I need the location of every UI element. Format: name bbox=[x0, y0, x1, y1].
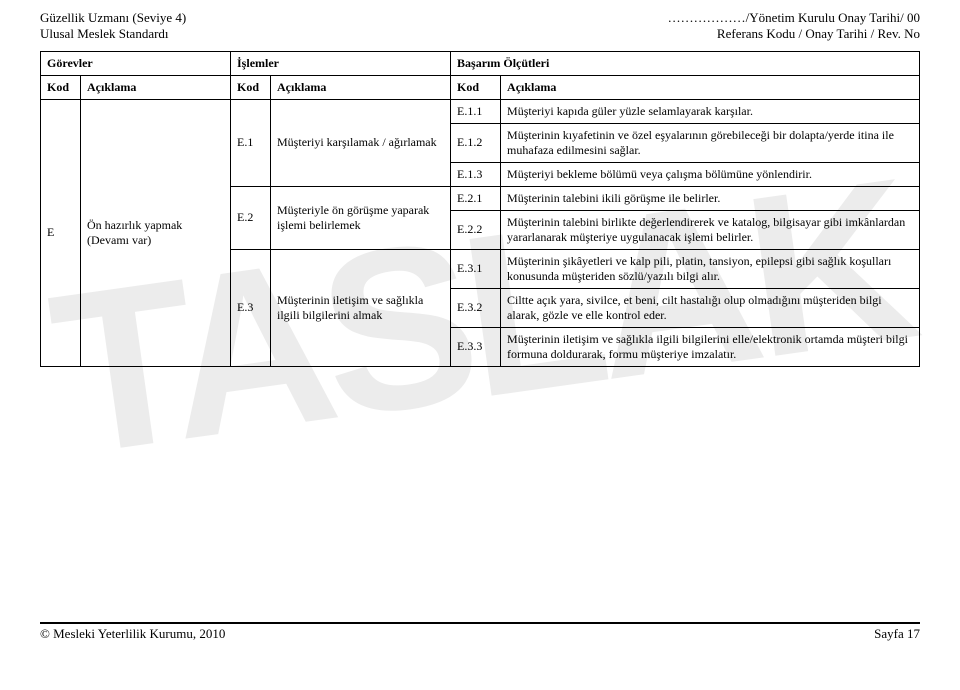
header-right-line2: Referans Kodu / Onay Tarihi / Rev. No bbox=[668, 26, 920, 42]
crit-kod: E.1.3 bbox=[451, 162, 501, 186]
table-header-row-2: Kod Açıklama Kod Açıklama Kod Açıklama bbox=[41, 75, 920, 99]
crit-kod: E.3.1 bbox=[451, 249, 501, 288]
page-footer: © Mesleki Yeterlilik Kurumu, 2010 Sayfa … bbox=[40, 622, 920, 642]
header-left-line1: Güzellik Uzmanı (Seviye 4) bbox=[40, 10, 186, 26]
op-kod: E.1 bbox=[231, 99, 271, 186]
standards-table: Görevler İşlemler Başarım Ölçütleri Kod … bbox=[40, 51, 920, 367]
crit-kod: E.2.1 bbox=[451, 186, 501, 210]
op-kod: E.3 bbox=[231, 249, 271, 366]
task-kod: E bbox=[41, 99, 81, 366]
th-kod-3: Kod bbox=[451, 75, 501, 99]
header-right-line1-text: /Yönetim Kurulu Onay Tarihi/ 00 bbox=[746, 10, 920, 25]
th-gorevler: Görevler bbox=[41, 51, 231, 75]
th-islemler: İşlemler bbox=[231, 51, 451, 75]
op-aciklama: Müşteriyle ön görüşme yaparak işlemi bel… bbox=[271, 186, 451, 249]
footer-right: Sayfa 17 bbox=[874, 626, 920, 642]
table-header-row-1: Görevler İşlemler Başarım Ölçütleri bbox=[41, 51, 920, 75]
crit-aciklama: Müşterinin kıyafetinin ve özel eşyaların… bbox=[501, 123, 920, 162]
th-acik-1: Açıklama bbox=[81, 75, 231, 99]
th-kod-1: Kod bbox=[41, 75, 81, 99]
header-right-line1: ………………/Yönetim Kurulu Onay Tarihi/ 00 bbox=[668, 10, 920, 26]
th-basari: Başarım Ölçütleri bbox=[451, 51, 920, 75]
crit-kod: E.2.2 bbox=[451, 210, 501, 249]
crit-aciklama: Müşterinin şikâyetleri ve kalp pili, pla… bbox=[501, 249, 920, 288]
th-acik-3: Açıklama bbox=[501, 75, 920, 99]
op-aciklama: Müşteriyi karşılamak / ağırlamak bbox=[271, 99, 451, 186]
task-aciklama: Ön hazırlık yapmak (Devamı var) bbox=[81, 99, 231, 366]
table-row: E Ön hazırlık yapmak (Devamı var) E.1 Mü… bbox=[41, 99, 920, 123]
crit-kod: E.1.2 bbox=[451, 123, 501, 162]
header-right-dots: ……………… bbox=[668, 10, 746, 25]
crit-aciklama: Müşterinin talebini birlikte değerlendir… bbox=[501, 210, 920, 249]
page: Güzellik Uzmanı (Seviye 4) Ulusal Meslek… bbox=[0, 0, 960, 690]
op-aciklama: Müşterinin iletişim ve sağlıkla ilgili b… bbox=[271, 249, 451, 366]
crit-kod: E.3.3 bbox=[451, 327, 501, 366]
crit-aciklama: Müşterinin talebini ikili görüşme ile be… bbox=[501, 186, 920, 210]
crit-aciklama: Müşteriyi kapıda güler yüzle selamlayara… bbox=[501, 99, 920, 123]
th-acik-2: Açıklama bbox=[271, 75, 451, 99]
crit-aciklama: Müşterinin iletişim ve sağlıkla ilgili b… bbox=[501, 327, 920, 366]
crit-kod: E.3.2 bbox=[451, 288, 501, 327]
crit-kod: E.1.1 bbox=[451, 99, 501, 123]
crit-aciklama: Müşteriyi bekleme bölümü veya çalışma bö… bbox=[501, 162, 920, 186]
crit-aciklama: Ciltte açık yara, sivilce, et beni, cilt… bbox=[501, 288, 920, 327]
header-left: Güzellik Uzmanı (Seviye 4) Ulusal Meslek… bbox=[40, 10, 186, 43]
header-right: ………………/Yönetim Kurulu Onay Tarihi/ 00 Re… bbox=[668, 10, 920, 43]
th-kod-2: Kod bbox=[231, 75, 271, 99]
footer-left: © Mesleki Yeterlilik Kurumu, 2010 bbox=[40, 626, 225, 642]
page-header: Güzellik Uzmanı (Seviye 4) Ulusal Meslek… bbox=[40, 10, 920, 43]
op-kod: E.2 bbox=[231, 186, 271, 249]
header-left-line2: Ulusal Meslek Standardı bbox=[40, 26, 186, 42]
